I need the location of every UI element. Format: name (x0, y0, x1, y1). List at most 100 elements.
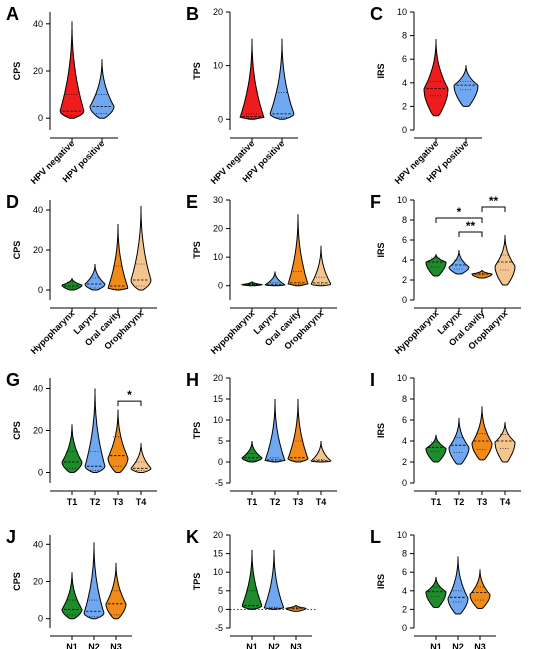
panel-i: I 0 2 4 6 8 10 IRS T1 T2 T3 T4 (370, 370, 521, 507)
panel-letter: B (186, 4, 199, 24)
panel-letter: C (370, 4, 383, 24)
y-axis-label: IRS (376, 574, 386, 589)
y-axis-label: TPS (192, 573, 202, 591)
panel-letter: E (186, 192, 198, 212)
violin-n2 (263, 549, 285, 610)
y-axis-label: CPS (12, 421, 22, 440)
y-tick-label: 2 (402, 101, 407, 111)
y-axis-label: TPS (192, 62, 202, 80)
y-axis-label: IRS (376, 423, 386, 438)
y-axis-label: CPS (12, 572, 22, 591)
x-category-label: N3 (474, 642, 486, 649)
x-category-label: Hypopharynx (393, 308, 441, 356)
violin-n2 (83, 542, 105, 620)
y-tick-label: 20 (33, 426, 43, 436)
y-axis-label: IRS (376, 242, 386, 257)
y-tick-label: 4 (402, 78, 407, 88)
x-category-label: T1 (67, 497, 78, 507)
y-tick-label: 8 (402, 31, 407, 41)
y-tick-label: 0 (218, 604, 223, 614)
significance-bracket (481, 206, 506, 212)
y-tick-label: 0 (402, 125, 407, 135)
y-tick-label: 0 (38, 113, 43, 123)
y-tick-label: 20 (33, 66, 43, 76)
x-category-label: T1 (431, 497, 442, 507)
y-axis-label: TPS (192, 241, 202, 259)
y-tick-label: 2 (402, 457, 407, 467)
violin-t3 (471, 406, 493, 461)
y-tick-label: 40 (33, 384, 43, 394)
violin-t2 (84, 388, 106, 473)
violin-oropharynx (130, 206, 152, 291)
panel-letter: H (186, 370, 199, 390)
y-axis-label: CPS (12, 62, 22, 81)
y-tick-label: 5 (218, 586, 223, 596)
violin-t3 (287, 399, 309, 463)
y-tick-label: 0 (218, 114, 223, 124)
violin-hpv-negative (423, 39, 449, 117)
x-category-label: N2 (88, 642, 100, 649)
violin-larynx (448, 250, 470, 275)
violin-t4 (130, 443, 152, 473)
panel-h: H -5 0 5 10 15 20 TPS T1 T2 T3 T4 (186, 370, 337, 507)
y-tick-label: 6 (402, 235, 407, 245)
violin-larynx (84, 264, 106, 291)
significance-bracket (117, 400, 142, 407)
violin-n3 (469, 569, 491, 609)
violin-hpv-positive (89, 59, 115, 119)
violin-t2 (448, 417, 470, 465)
y-tick-label: 0 (402, 295, 407, 305)
y-tick-label: 10 (213, 567, 223, 577)
x-category-label: N1 (66, 642, 78, 649)
x-category-label: N2 (452, 642, 464, 649)
violin-n1 (241, 549, 263, 610)
violin-t2 (264, 399, 286, 463)
y-tick-label: -5 (215, 478, 223, 488)
y-tick-label: 8 (402, 549, 407, 559)
y-tick-label: -5 (215, 623, 223, 633)
y-tick-label: 20 (213, 373, 223, 383)
x-category-label: T2 (270, 497, 281, 507)
y-tick-label: 15 (213, 394, 223, 404)
y-tick-label: 20 (33, 577, 43, 587)
x-category-label: N3 (290, 642, 302, 649)
x-category-label: T2 (454, 497, 465, 507)
y-tick-label: 4 (402, 586, 407, 596)
violin-t1 (241, 441, 263, 463)
violin-hpv-positive (269, 38, 295, 120)
y-tick-label: 0 (38, 614, 43, 624)
violin-oropharynx (310, 245, 332, 287)
significance-bracket (435, 217, 483, 223)
y-tick-label: 2 (402, 604, 407, 614)
x-category-label: T1 (247, 497, 258, 507)
y-tick-label: 10 (213, 252, 223, 262)
x-category-label: T4 (136, 497, 147, 507)
x-category-label: T3 (113, 497, 124, 507)
y-tick-label: 0 (402, 623, 407, 633)
x-category-label: N2 (268, 642, 280, 649)
violin-t1 (61, 424, 83, 473)
y-tick-label: 6 (402, 54, 407, 64)
y-tick-label: 30 (213, 195, 223, 205)
y-tick-label: 10 (397, 7, 407, 17)
y-tick-label: 5 (218, 436, 223, 446)
violin-t3 (107, 409, 129, 473)
violin-oropharynx (494, 235, 516, 286)
violin-larynx (264, 271, 286, 287)
violin-hypopharynx (61, 278, 83, 291)
violin-oral-cavity (287, 214, 309, 287)
significance-label: ** (466, 219, 476, 233)
violin-n2 (447, 556, 469, 615)
y-tick-label: 0 (38, 468, 43, 478)
violin-hpv-negative (239, 38, 265, 120)
y-tick-label: 6 (402, 567, 407, 577)
violin-hpv-negative (59, 21, 85, 119)
violin-t4 (494, 422, 516, 463)
y-tick-label: 40 (33, 19, 43, 29)
y-tick-label: 10 (213, 61, 223, 71)
